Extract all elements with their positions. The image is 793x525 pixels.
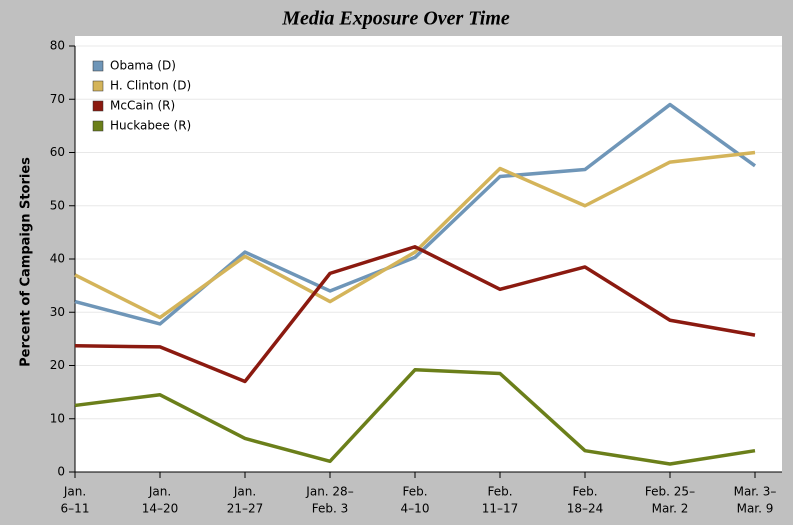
y-tick-label: 30 [50, 305, 65, 319]
series-line [74, 150, 756, 320]
y-tick-label: 20 [50, 358, 65, 372]
series-line [74, 368, 756, 466]
x-tick-label: Feb. 25– [645, 485, 695, 499]
legend-swatch [92, 120, 104, 132]
x-tick-label: 6–11 [61, 502, 90, 516]
legend-label: Huckabee (R) [110, 119, 191, 133]
legend-label: McCain (R) [110, 99, 175, 113]
x-tick-label: Jan. [233, 485, 256, 499]
legend-swatch [92, 100, 104, 112]
chart-title: Media Exposure Over Time [281, 8, 510, 30]
x-tick-label: Feb. [402, 485, 427, 499]
x-tick-label: Mar. 3– [734, 485, 777, 499]
series-line [74, 102, 757, 326]
y-tick-label: 80 [50, 39, 65, 53]
y-tick-label: 10 [50, 411, 65, 425]
y-tick-label: 50 [50, 198, 65, 212]
legend-swatch [92, 60, 104, 72]
x-tick-label: Mar. 9 [737, 502, 774, 516]
y-axis-label: Percent of Campaign Stories [19, 157, 34, 367]
legend-label: Obama (D) [110, 59, 176, 73]
x-tick-label: Jan. 28– [305, 485, 353, 499]
x-tick-label: Feb. [487, 485, 512, 499]
x-tick-label: 4–10 [401, 502, 430, 516]
series-line [74, 245, 756, 384]
x-tick-label: Jan. [63, 485, 86, 499]
x-tick-label: Feb. 3 [312, 502, 349, 516]
legend-swatch [92, 80, 104, 92]
x-tick-label: 14–20 [142, 502, 179, 516]
x-tick-label: Jan. [148, 485, 171, 499]
x-tick-label: 21–27 [227, 502, 264, 516]
x-tick-label: 11–17 [482, 502, 519, 516]
x-tick-label: Mar. 2 [652, 502, 689, 516]
y-tick-label: 0 [57, 465, 65, 479]
y-tick-label: 70 [50, 92, 65, 106]
legend-label: H. Clinton (D) [110, 79, 191, 93]
y-tick-label: 60 [50, 145, 65, 159]
y-tick-label: 40 [50, 252, 65, 266]
x-tick-label: 18–24 [567, 502, 604, 516]
x-tick-label: Feb. [572, 485, 597, 499]
